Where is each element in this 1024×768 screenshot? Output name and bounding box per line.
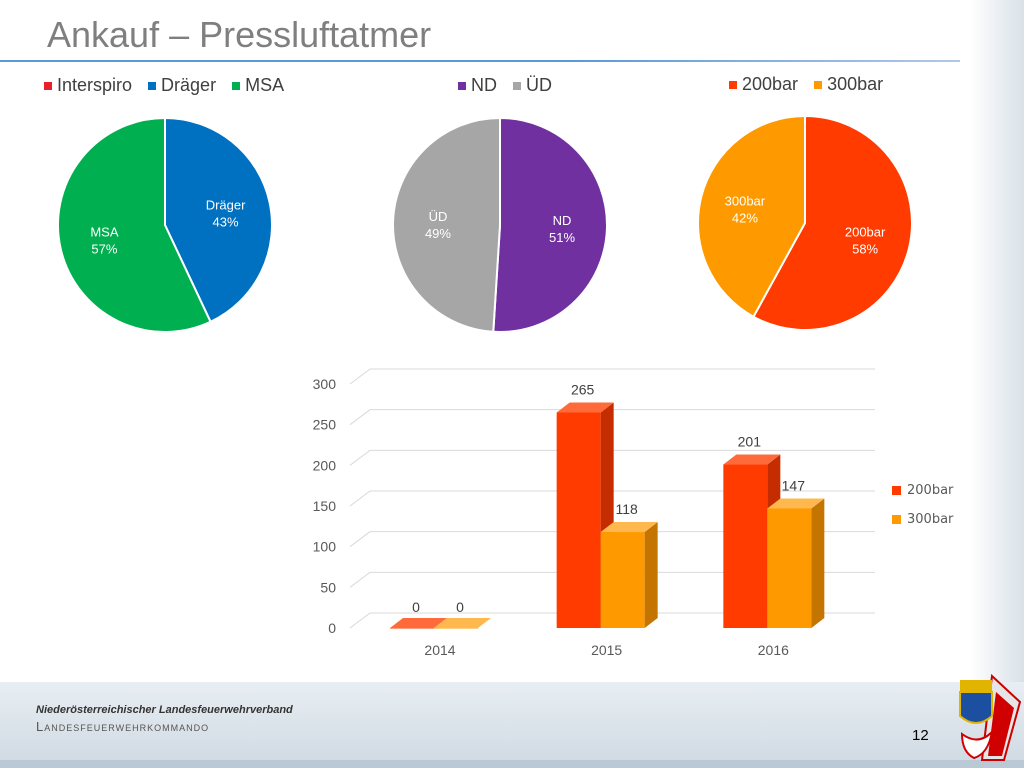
pie-slice-label: Dräger [206, 197, 246, 212]
legend-label: Dräger [161, 75, 217, 95]
bar-side [644, 522, 658, 628]
legend-item-msa: MSA [232, 75, 284, 96]
bar-top [723, 454, 781, 465]
legend-swatch [729, 80, 737, 89]
pie-slice-percent: 42% [732, 211, 758, 226]
page-title: Ankauf – Pressluftatmer [47, 14, 432, 55]
pie-slice [392, 116, 501, 333]
data-label: 147 [782, 477, 806, 493]
pie-slice-percent: 58% [852, 241, 878, 256]
bar-top [767, 498, 825, 509]
pie-slice-label: 200bar [845, 224, 886, 239]
pie-slice-percent: 49% [425, 226, 451, 241]
bar-top [556, 402, 614, 413]
bar-front [767, 508, 812, 628]
legend-label: ND [471, 75, 497, 95]
y-tick-label: 300 [313, 376, 337, 392]
pie-chart-pressure-type: ND 51% ÜD 49% [392, 116, 608, 333]
x-category-label: 2016 [758, 642, 789, 658]
bar-top [600, 522, 658, 533]
legend-swatch [892, 486, 901, 495]
y-tick-label: 0 [328, 620, 336, 636]
legend-item-300bar: 300bar [892, 505, 953, 534]
y-tick-label: 50 [320, 579, 336, 595]
bar-front [600, 532, 645, 628]
gridline [349, 612, 875, 629]
legend-label: 200bar [742, 74, 799, 94]
legend-item-200bar: 200bar [729, 74, 798, 95]
legend-item-nd: ND [458, 75, 497, 96]
data-label: 0 [412, 599, 420, 615]
legend-swatch [44, 81, 52, 90]
data-label: 118 [616, 501, 639, 517]
legend-item-ud: ÜD [513, 75, 552, 96]
legend-label: 300bar [827, 74, 884, 94]
pie-slice [752, 114, 913, 331]
legend-swatch [892, 515, 901, 524]
gridline [349, 490, 875, 507]
bar-top [434, 618, 491, 628]
bar-front [434, 628, 478, 629]
pie-slice-percent: 57% [91, 242, 117, 257]
legend-label: Interspiro [57, 75, 133, 95]
bar-front [556, 412, 601, 628]
bar-chart-legend: 200bar 300bar [892, 476, 953, 534]
legend-label: 300bar [907, 512, 954, 527]
bar-front [390, 628, 434, 629]
gridline [349, 571, 875, 588]
title-divider [0, 60, 960, 62]
pie-chart-manufacturer: Dräger 43% MSA 57% [57, 116, 273, 333]
pie-slice-label: ND [553, 213, 572, 228]
legend-swatch [513, 81, 521, 90]
page-number: 12 [912, 727, 929, 744]
pie-pressure-type-legend: ND ÜD [458, 75, 552, 96]
pie-slice [164, 116, 273, 324]
pie-slice-percent: 51% [549, 230, 575, 245]
legend-item-draeger: Dräger [148, 75, 216, 96]
coat-of-arms-logo [959, 673, 1022, 761]
bar-front [723, 464, 768, 628]
legend-label: 200bar [907, 483, 954, 498]
pie-slice-label: ÜD [429, 209, 448, 224]
gridline [349, 531, 875, 548]
pie-manufacturer-legend: Interspiro Dräger MSA [44, 75, 284, 96]
gridline [349, 449, 875, 466]
legend-swatch [814, 80, 823, 89]
gridline [349, 368, 875, 385]
pie-slice [697, 114, 806, 319]
legend-swatch [148, 81, 157, 90]
organization-name: Niederösterreichischer Landesfeuerwehrve… [36, 704, 293, 716]
pie-slice [57, 116, 212, 333]
legend-label: MSA [245, 75, 285, 95]
bar-top [390, 618, 447, 628]
pie-slice [492, 116, 608, 333]
bar-side [811, 498, 825, 628]
x-category-label: 2015 [591, 642, 622, 658]
y-tick-label: 100 [313, 539, 337, 555]
data-label: 265 [571, 381, 595, 397]
y-tick-label: 150 [313, 498, 337, 514]
legend-item-300bar: 300bar [814, 74, 883, 95]
pie-chart-bar-pressure: 200bar 58% 300bar 42% [697, 114, 913, 331]
pie-slice-percent: 43% [213, 214, 239, 229]
data-label: 201 [738, 434, 762, 450]
pie-bar-pressure-legend: 200bar 300bar [729, 74, 883, 95]
legend-item-interspiro: Interspiro [44, 75, 132, 96]
bar-chart-3d: 0 50 100 150 200 250 300 0 0 2014 265 118 2015 201 147… [313, 368, 875, 658]
y-tick-label: 200 [313, 457, 337, 473]
legend-swatch [232, 81, 241, 90]
legend-item-200bar: 200bar [892, 476, 953, 505]
pie-slice-label: 300bar [725, 194, 766, 209]
y-tick-label: 250 [313, 417, 337, 433]
pie-slice-label: MSA [90, 225, 119, 240]
legend-label: ÜD [526, 75, 552, 95]
gridline [349, 409, 875, 426]
legend-swatch [458, 81, 466, 90]
command-name: Landesfeuerwehrkommando [36, 719, 210, 734]
data-label: 0 [456, 599, 464, 615]
x-category-label: 2014 [424, 642, 455, 658]
